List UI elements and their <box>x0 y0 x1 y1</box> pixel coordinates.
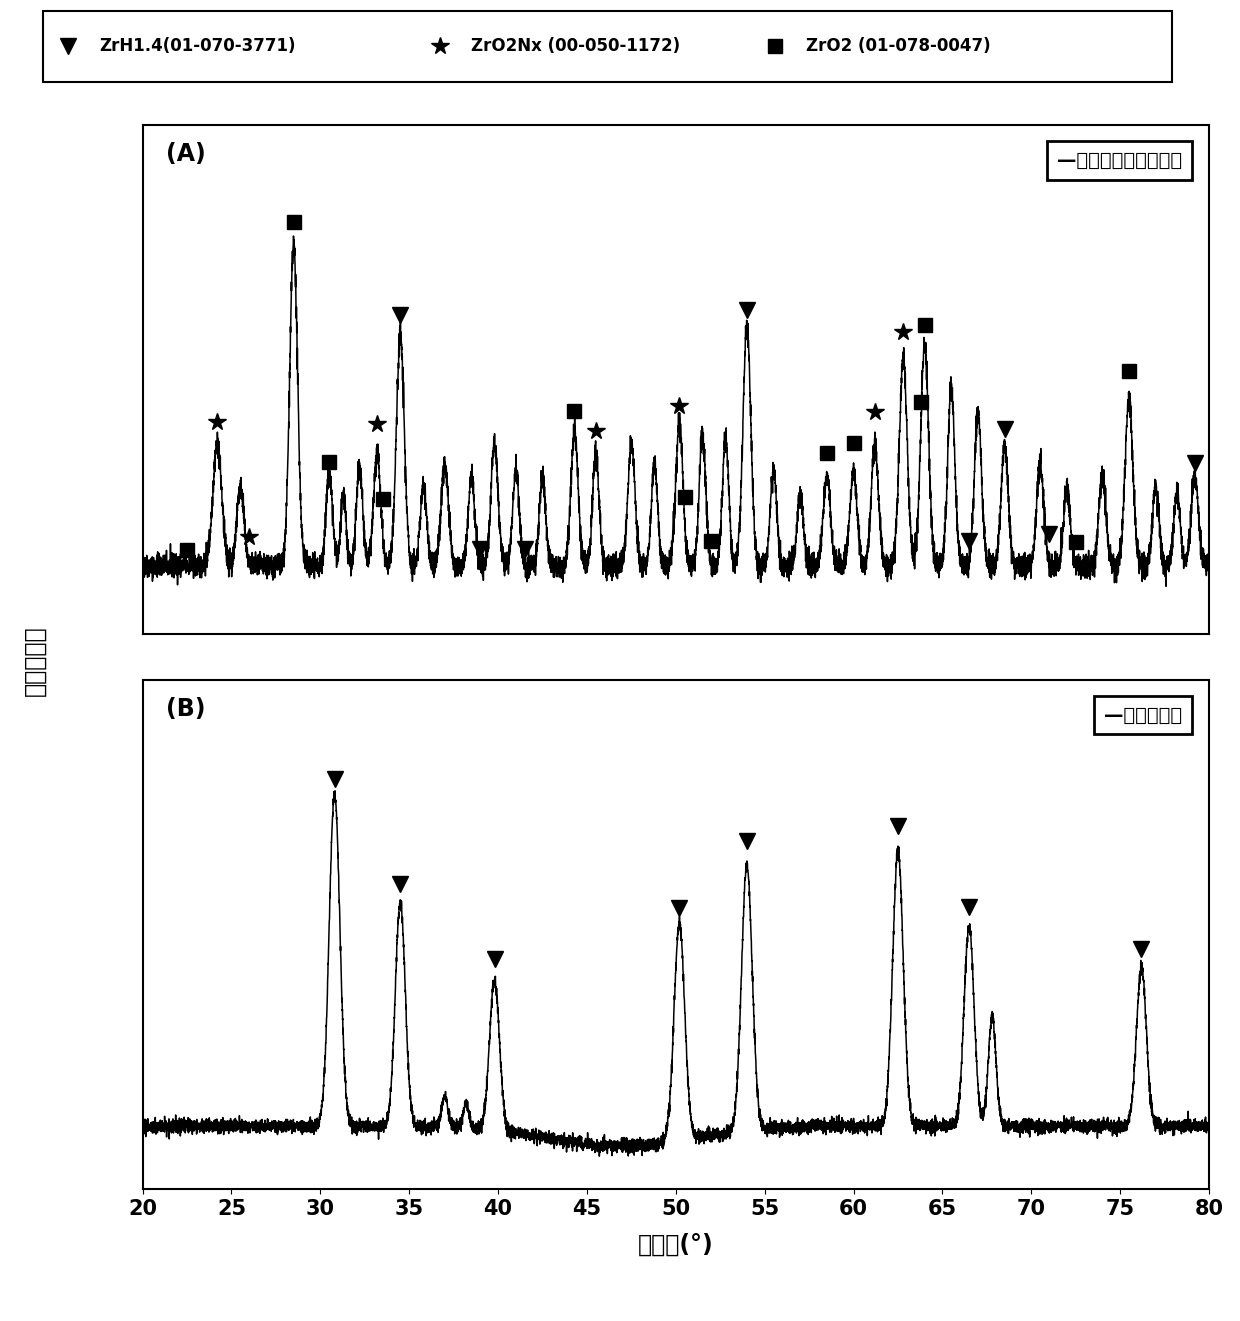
Text: 衍射峰强度: 衍射峰强度 <box>22 625 47 696</box>
X-axis label: 衍射角(°): 衍射角(°) <box>637 1232 714 1256</box>
Text: —氢化锆基体: —氢化锆基体 <box>1104 705 1182 725</box>
Text: ZrO2 (01-078-0047): ZrO2 (01-078-0047) <box>806 37 991 55</box>
Text: (A): (A) <box>166 143 206 166</box>
Text: (B): (B) <box>166 697 206 721</box>
Text: —硝酸盐熔盐制备涂层: —硝酸盐熔盐制备涂层 <box>1058 151 1182 170</box>
Text: ZrO2Nx (00-050-1172): ZrO2Nx (00-050-1172) <box>471 37 681 55</box>
FancyBboxPatch shape <box>43 11 1172 82</box>
Text: ZrH1.4(01-070-3771): ZrH1.4(01-070-3771) <box>99 37 295 55</box>
